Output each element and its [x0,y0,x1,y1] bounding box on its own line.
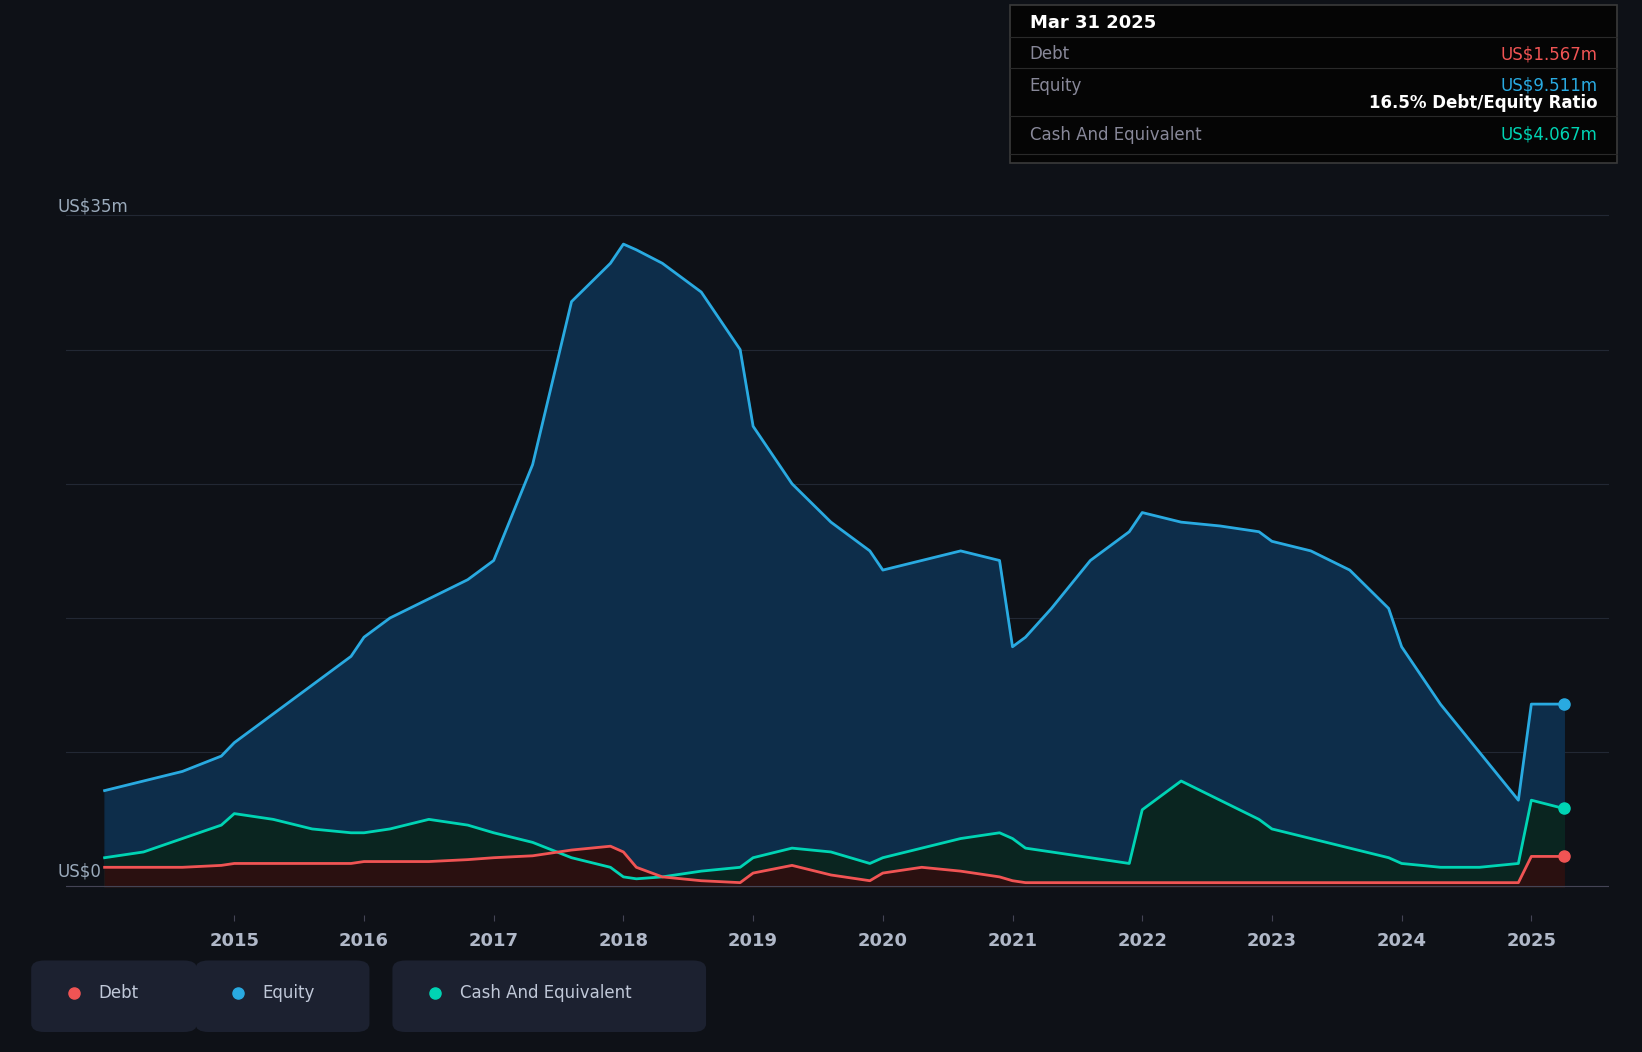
Text: Equity: Equity [263,984,315,1003]
Text: Equity: Equity [1030,77,1082,95]
Text: Cash And Equivalent: Cash And Equivalent [460,984,632,1003]
Text: 16.5% Debt/Equity Ratio: 16.5% Debt/Equity Ratio [1369,94,1598,113]
Text: US$1.567m: US$1.567m [1501,45,1598,63]
Text: US$4.067m: US$4.067m [1501,125,1598,144]
Text: US$35m: US$35m [57,198,128,216]
Text: Debt: Debt [1030,45,1069,63]
Text: Mar 31 2025: Mar 31 2025 [1030,14,1156,32]
Text: US$9.511m: US$9.511m [1501,77,1598,95]
Text: US$0: US$0 [57,863,102,881]
Text: Cash And Equivalent: Cash And Equivalent [1030,125,1202,144]
Text: Debt: Debt [99,984,138,1003]
